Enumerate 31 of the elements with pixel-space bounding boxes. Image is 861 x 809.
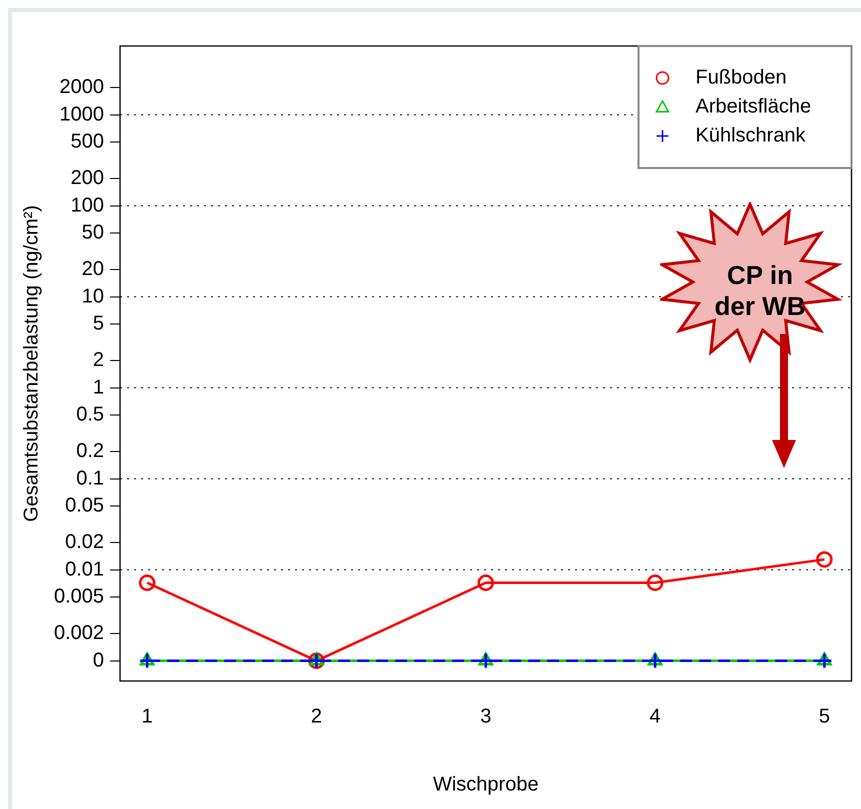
y-tick-label: 200 [70,166,104,189]
y-tick-label: 0.05 [65,494,104,517]
x-tick-label: 2 [310,706,322,728]
y-tick-label: 2 [92,348,104,371]
legend-label: Kühlschrank [696,124,807,147]
x-tick-label: 3 [480,706,492,728]
y-tick-label: 50 [82,222,104,244]
y-tick-label: 0.02 [65,530,104,553]
x-axis-title: Wischprobe [432,774,539,796]
y-tick-label: 0.2 [76,440,104,462]
y-tick-label: 0.01 [65,558,104,580]
y-axis-title: Gesamtsubstanzbelastung (ng/cm²) [20,205,43,522]
y-tick-label: 10 [82,285,104,308]
y-tick-label: 5 [92,312,104,335]
annotation: CP in der WB [714,260,806,322]
y-tick-label: 0 [92,649,104,672]
legend-label: Fußboden [696,66,787,89]
x-tick-label: 4 [650,706,661,728]
y-tick-label: 2000 [60,76,104,98]
y-tick-label: 100 [70,194,104,216]
y-tick-label: 0.005 [54,586,104,608]
y-tick-label: 0.5 [76,404,104,426]
y-tick-label: 1000 [60,103,104,126]
y-tick-label: 0.002 [54,622,104,644]
legend-label: Arbeitsfläche [696,96,812,118]
x-tick-label: 1 [142,706,153,728]
x-tick-label: 5 [818,706,830,728]
y-tick-label: 20 [82,258,104,280]
y-tick-label: 500 [70,130,104,153]
y-tick-label: 1 [92,376,104,398]
y-tick-label: 0.1 [76,467,104,490]
